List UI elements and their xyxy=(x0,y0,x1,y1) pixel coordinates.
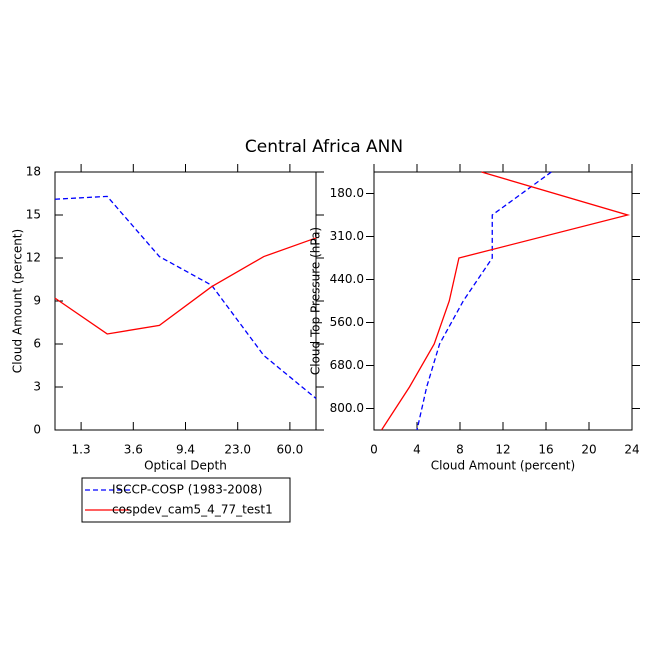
y-tick-label: 680.0 xyxy=(330,358,364,372)
plot-frame xyxy=(54,171,317,431)
y-tick-label: 6 xyxy=(33,337,41,351)
series-line xyxy=(380,171,631,431)
x-axis-label: Cloud Amount (percent) xyxy=(431,459,575,473)
y-tick-label: 560.0 xyxy=(330,315,364,329)
x-tick-label: 20 xyxy=(581,443,596,457)
series-line xyxy=(416,171,552,431)
x-tick-label: 23.0 xyxy=(224,443,251,457)
chart-title: Central Africa ANN xyxy=(245,137,403,157)
series-line xyxy=(54,195,317,399)
y-axis-label: Cloud Top Pressure (hPa) xyxy=(309,227,323,375)
x-tick-label: 60.0 xyxy=(277,443,304,457)
plot-frame xyxy=(373,171,633,431)
series-line xyxy=(54,237,317,335)
y-tick-label: 12 xyxy=(26,251,41,265)
x-tick-label: 1.3 xyxy=(72,443,91,457)
x-axis-label: Optical Depth xyxy=(144,459,227,473)
x-tick-label: 8 xyxy=(456,443,464,457)
x-tick-label: 0 xyxy=(370,443,378,457)
x-tick-label: 3.6 xyxy=(124,443,143,457)
x-tick-label: 16 xyxy=(538,443,553,457)
legend-label: ISCCP-COSP (1983-2008) xyxy=(112,483,262,497)
x-tick-label: 4 xyxy=(413,443,421,457)
x-tick-label: 24 xyxy=(624,443,639,457)
y-tick-label: 180.0 xyxy=(330,186,364,200)
legend-box xyxy=(81,477,291,523)
y-axis-label: Cloud Amount (percent) xyxy=(11,229,25,373)
x-tick-label: 9.4 xyxy=(176,443,195,457)
y-tick-label: 440.0 xyxy=(330,272,364,286)
y-tick-label: 310.0 xyxy=(330,229,364,243)
y-tick-label: 3 xyxy=(33,380,41,394)
y-tick-label: 0 xyxy=(33,423,41,437)
legend-label: cospdev_cam5_4_77_test1 xyxy=(112,503,273,517)
y-tick-label: 18 xyxy=(26,165,41,179)
y-tick-label: 9 xyxy=(33,294,41,308)
x-tick-label: 12 xyxy=(495,443,510,457)
y-tick-label: 800.0 xyxy=(330,401,364,415)
y-tick-label: 15 xyxy=(26,208,41,222)
